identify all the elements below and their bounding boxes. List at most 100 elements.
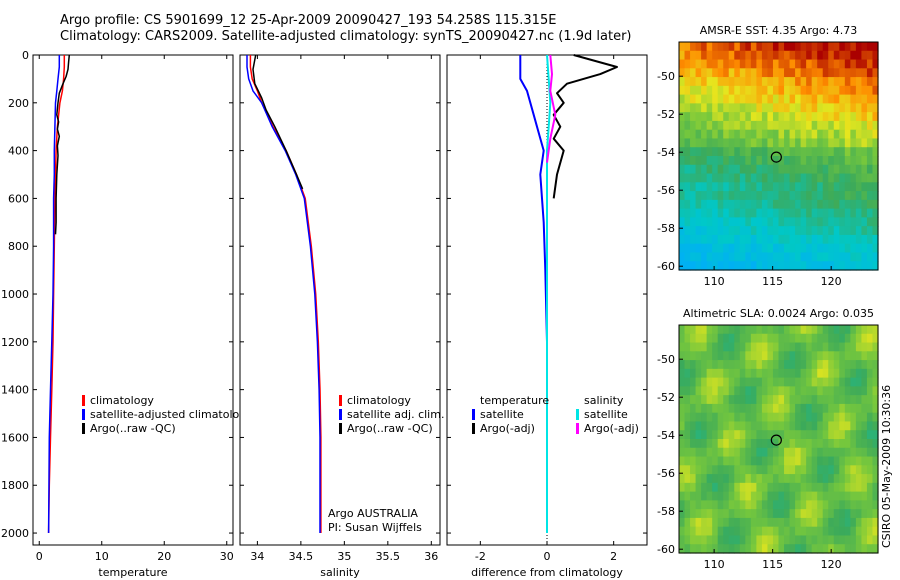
- sst_map-cell: [850, 138, 857, 148]
- sst_map-cell: [844, 226, 851, 236]
- sla_map-cell: [706, 395, 713, 405]
- sst_map-cell: [839, 129, 846, 140]
- difference-legend-swatch: [472, 423, 475, 434]
- sla_map-cell: [839, 421, 846, 431]
- sla_map-cell: [800, 500, 807, 510]
- sst_map-cell: [734, 164, 741, 175]
- sst_map-cell: [811, 50, 818, 61]
- sst_map-cell: [706, 138, 713, 148]
- sst_map-cell: [811, 112, 818, 122]
- sla_map-cell: [866, 465, 874, 475]
- sla_map-cell: [839, 456, 846, 466]
- sla_map-cell: [728, 395, 735, 405]
- sst_map-cell: [795, 156, 802, 166]
- sla_map-cell: [795, 439, 802, 449]
- sst_map-cell: [844, 59, 851, 69]
- sst_map-cell: [712, 85, 719, 96]
- sst_map-cell: [739, 120, 746, 131]
- sla_map-cell: [706, 351, 713, 361]
- sla_map-cell: [756, 439, 763, 449]
- sla_map-cell: [778, 544, 785, 554]
- sla_map-cell: [723, 439, 730, 449]
- sst_map-cell: [684, 234, 691, 245]
- sst_map-cell: [800, 112, 807, 122]
- sst_map-cell: [784, 208, 791, 218]
- sla_map-cell: [712, 456, 719, 466]
- sst_map-cell: [756, 164, 763, 175]
- sla_map-cell: [695, 342, 702, 352]
- sla_map-cell: [745, 386, 752, 396]
- sla_map-cell: [734, 509, 741, 519]
- sla_map-cell: [706, 430, 713, 440]
- sst_map-cell: [772, 208, 780, 218]
- sla_map-cell: [784, 325, 791, 335]
- sla_map-cell: [767, 474, 774, 484]
- sst_map-cell: [866, 59, 874, 69]
- sla_map-cell: [828, 491, 835, 501]
- sst_map-cell: [756, 120, 763, 131]
- sst_map-cell: [850, 68, 857, 78]
- sla_map-cell: [828, 535, 835, 545]
- sst_map-cell: [828, 173, 835, 183]
- sla_map-cell: [784, 474, 791, 484]
- sla_map-cell: [717, 351, 724, 361]
- sla_map-cell: [739, 403, 746, 414]
- sst_map-cell: [817, 42, 824, 52]
- sst_map-cell: [739, 173, 746, 183]
- sst_map-cell: [739, 138, 746, 148]
- sst_map-cell: [800, 182, 807, 192]
- sst_map-cell: [817, 252, 824, 262]
- sst_map-cell: [695, 42, 702, 52]
- sla_map-cell: [784, 395, 791, 405]
- sla_map-cell: [723, 474, 730, 484]
- sla_map-cell: [772, 447, 780, 458]
- sst_map-cell: [772, 129, 780, 140]
- sst_map-cell: [822, 103, 829, 113]
- sst_map-cell: [789, 112, 796, 122]
- sst_map-cell: [789, 147, 796, 157]
- sst_map-cell: [833, 182, 840, 192]
- sst_map-cell: [784, 103, 791, 113]
- sst_map-cell: [800, 217, 807, 227]
- sst_map-cell: [772, 103, 780, 113]
- sst_map-cell: [756, 112, 763, 122]
- sst_map-cell: [728, 77, 735, 87]
- sla_map-cell: [767, 447, 774, 458]
- sla_map-cell: [806, 526, 813, 537]
- sla_map-cell: [811, 517, 818, 528]
- sla_map-cell: [839, 500, 846, 510]
- sst_map-cell: [706, 42, 713, 52]
- sst_map-cell: [728, 191, 735, 201]
- sst_map-cell: [684, 156, 691, 166]
- sla_map-cell: [701, 368, 708, 379]
- sla_map-cell: [789, 447, 796, 458]
- sla_map-cell: [723, 456, 730, 466]
- sst_map-cell: [761, 156, 769, 166]
- sst_map-cell: [850, 94, 857, 104]
- sst_map-cell: [745, 191, 752, 201]
- sla_map-cell: [734, 333, 741, 344]
- sla_map-cell: [717, 456, 724, 466]
- sla_map-cell: [745, 456, 752, 466]
- sla_map-cell: [822, 430, 829, 440]
- sst_map-cell: [717, 208, 724, 218]
- sst_map-cell: [833, 217, 840, 227]
- sla_map-cell: [789, 517, 796, 528]
- sst_map-cell: [822, 173, 829, 183]
- sla_map-cell: [728, 456, 735, 466]
- sst_map-cell: [701, 129, 708, 140]
- sst_map-cell: [772, 50, 780, 61]
- sst_map-cell: [789, 68, 796, 78]
- sst_map-cell: [695, 68, 702, 78]
- sla_map-cell: [679, 421, 686, 431]
- sla_map-cell: [861, 517, 868, 528]
- sla_map-cell: [822, 412, 829, 423]
- sla_map-cell: [833, 447, 840, 458]
- sla_map-cell: [761, 491, 769, 501]
- sst_map-cell: [750, 182, 757, 192]
- sst_map-cell: [723, 182, 730, 192]
- sla_map-cell: [861, 482, 868, 493]
- sst_map-cell: [817, 261, 824, 271]
- sst_map-cell: [822, 252, 829, 262]
- sla_map-cell: [844, 544, 851, 554]
